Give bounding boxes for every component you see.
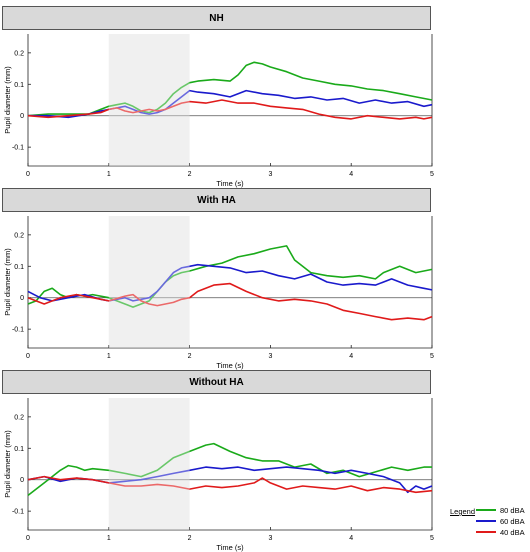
panel-title-without-ha: Without HA (2, 370, 431, 394)
chart-with-ha: 0 1 2 3 4 5 -0.1 0 0.1 0.2 Time (s) Pupil diameter … (3, 216, 434, 370)
x-axis-label: Time (s) (216, 543, 244, 552)
legend-swatch-80dba (476, 509, 496, 511)
legend-item-40dba: 40 dBA (476, 527, 525, 537)
y-tick-label: 0 (20, 113, 24, 120)
x-tick-label: 5 (430, 171, 434, 178)
x-tick-label: 5 (430, 353, 434, 360)
y-tick-label: -0.1 (12, 509, 24, 516)
x-tick-label: 0 (26, 171, 30, 178)
chart-without-ha: 0 1 2 3 4 5 -0.1 0 0.1 0.2 Time (s) Pupil diameter … (3, 398, 434, 552)
y-tick-label: 0.1 (14, 82, 24, 89)
series-line-40-dba (27, 99, 433, 120)
stimulus-overlay (108, 398, 190, 530)
chart-nh: 0 1 2 3 4 5 -0.1 0 0.1 0.2 Time (s) Pupil diameter … (3, 34, 434, 188)
x-axis-label: Time (s) (216, 361, 244, 370)
y-tick-label: 0 (20, 477, 24, 484)
y-tick-label: 0 (20, 295, 24, 302)
y-axis-label: Pupil diameter (mm) (3, 248, 12, 316)
x-tick-label: 5 (430, 535, 434, 542)
stimulus-overlay (108, 34, 190, 166)
y-tick-label: -0.1 (12, 327, 24, 334)
legend-swatch-40dba (476, 531, 496, 533)
y-tick-label: 0.1 (14, 264, 24, 271)
x-tick-label: 0 (26, 353, 30, 360)
x-tick-label: 4 (349, 171, 353, 178)
x-tick-label: 3 (268, 535, 272, 542)
y-axis-label: Pupil diameter (mm) (3, 66, 12, 134)
series-line-40-dba (27, 475, 433, 494)
legend-item-60dba: 60 dBA (476, 516, 525, 526)
legend: Legend 80 dBA 60 dBA 40 dBA (448, 505, 528, 545)
x-tick-label: 2 (188, 353, 192, 360)
stimulus-shading (108, 34, 190, 166)
x-tick-label: 4 (349, 535, 353, 542)
series-line-80-dba (27, 442, 432, 497)
y-tick-label: 0.2 (14, 414, 24, 421)
x-axis-label: Time (s) (216, 179, 244, 188)
y-axis-label: Pupil diameter (mm) (3, 430, 12, 498)
x-tick-label: 4 (349, 353, 353, 360)
legend-item-80dba: 80 dBA (476, 505, 525, 515)
x-tick-label: 1 (107, 353, 111, 360)
y-tick-label: -0.1 (12, 145, 24, 152)
panel-title-nh: NH (2, 6, 431, 30)
legend-label: 60 dBA (500, 516, 525, 526)
x-tick-label: 3 (268, 171, 272, 178)
y-tick-label: 0.2 (14, 232, 24, 239)
y-tick-label: 0.2 (14, 50, 24, 57)
x-tick-label: 1 (107, 535, 111, 542)
stimulus-overlay (108, 216, 190, 348)
x-tick-label: 2 (188, 535, 192, 542)
legend-swatch-60dba (476, 520, 496, 522)
y-tick-label: 0.1 (14, 446, 24, 453)
stimulus-shading (108, 216, 190, 348)
panel-title-with-ha: With HA (2, 188, 431, 212)
legend-title: Legend (450, 507, 476, 516)
axes-frame (27, 398, 433, 531)
legend-label: 40 dBA (500, 527, 525, 537)
x-tick-label: 2 (188, 171, 192, 178)
legend-label: 80 dBA (500, 505, 525, 515)
stimulus-shading (108, 398, 190, 530)
x-tick-label: 3 (268, 353, 272, 360)
series-line-80-dba (27, 61, 433, 117)
series-line-60-dba (27, 263, 433, 302)
x-tick-label: 1 (107, 171, 111, 178)
series-line-40-dba (27, 282, 433, 321)
x-tick-label: 0 (26, 535, 30, 542)
axes-frame (27, 216, 433, 349)
